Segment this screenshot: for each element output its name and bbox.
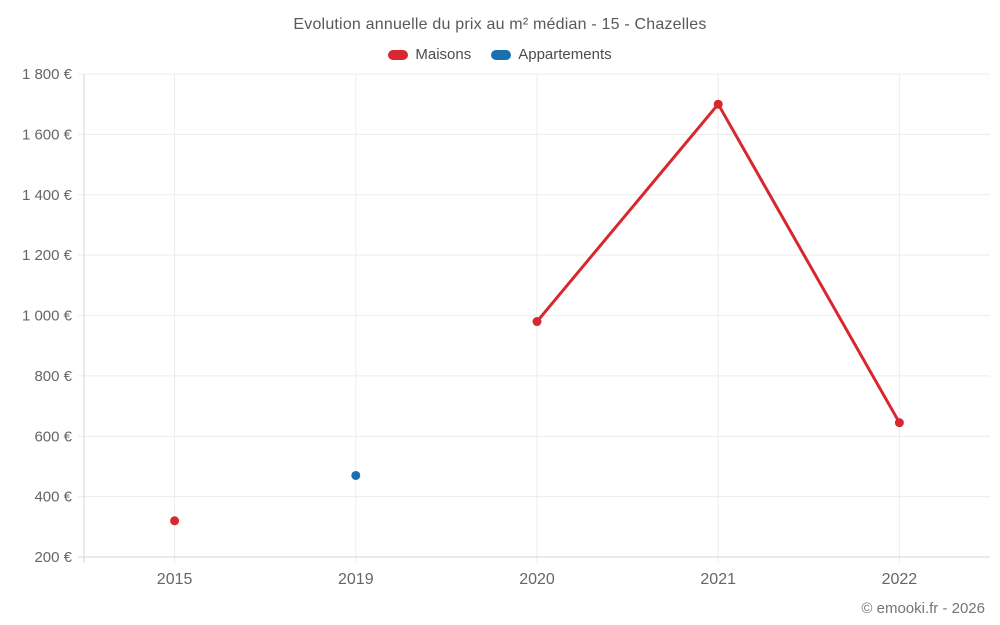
- legend-item-maisons[interactable]: Maisons: [388, 46, 471, 63]
- data-point-appartements-2019[interactable]: [351, 470, 361, 480]
- x-axis-tick-label: 2021: [700, 571, 736, 588]
- series-line-maisons: [535, 102, 720, 324]
- chart-legend: Maisons Appartements: [0, 46, 1000, 63]
- copyright: © emooki.fr - 2026: [861, 600, 985, 617]
- legend-label-appartements: Appartements: [518, 46, 612, 63]
- data-point-maisons-2022[interactable]: [894, 418, 904, 428]
- data-point-maisons-2021[interactable]: [713, 99, 723, 109]
- legend-swatch-appartements: [491, 49, 512, 60]
- y-axis-tick-label: 1 000 €: [22, 308, 73, 325]
- data-point-maisons-2020[interactable]: [532, 317, 542, 327]
- data-point-maisons-2015[interactable]: [170, 516, 180, 526]
- y-axis-tick-label: 200 €: [34, 549, 72, 566]
- series-line-maisons: [716, 102, 901, 425]
- y-axis-tick-label: 400 €: [34, 489, 72, 506]
- y-axis-tick-label: 600 €: [34, 428, 72, 445]
- legend-label-maisons: Maisons: [415, 46, 472, 63]
- x-axis-tick-label: 2019: [338, 571, 374, 588]
- y-axis-tick-label: 1 800 €: [22, 66, 73, 83]
- legend-swatch-maisons: [388, 49, 409, 60]
- y-axis-tick-label: 1 200 €: [22, 247, 73, 264]
- x-axis-tick-label: 2015: [157, 571, 193, 588]
- y-axis-tick-label: 1 400 €: [22, 187, 73, 204]
- x-axis-tick-label: 2020: [519, 571, 555, 588]
- y-axis-tick-label: 1 600 €: [22, 126, 73, 143]
- legend-item-appartements[interactable]: Appartements: [491, 46, 612, 63]
- y-axis-tick-label: 800 €: [34, 368, 72, 385]
- x-axis-tick-label: 2022: [882, 571, 918, 588]
- chart-title: Evolution annuelle du prix au m² médian …: [293, 16, 707, 33]
